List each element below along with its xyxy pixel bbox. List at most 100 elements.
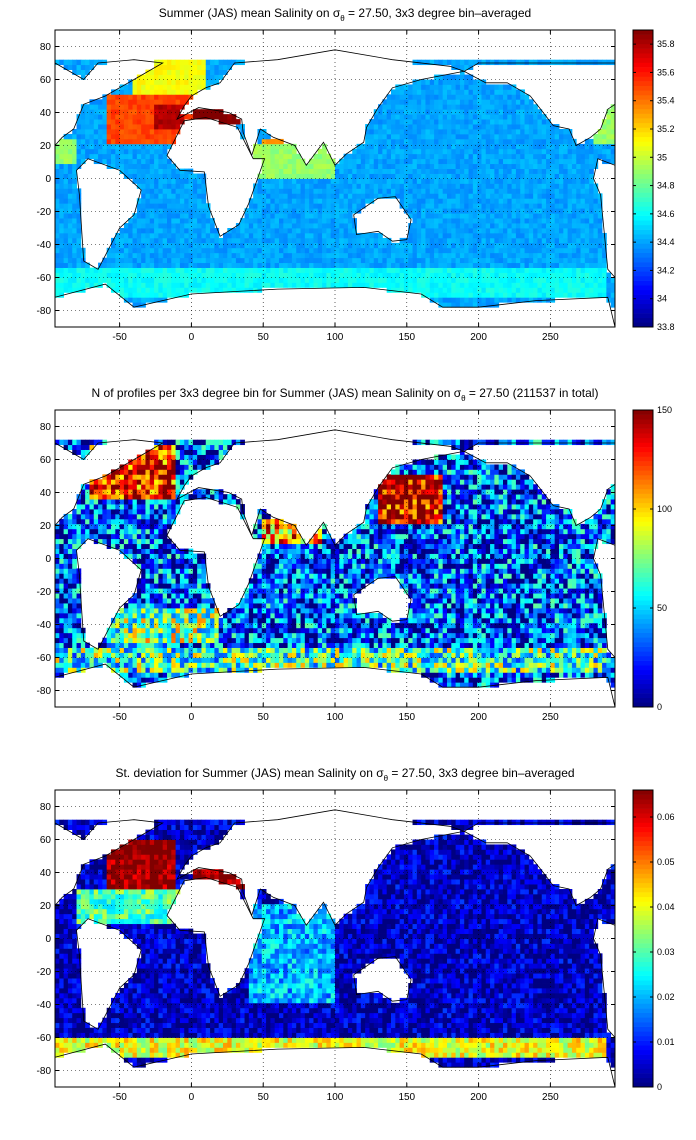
heatmap-cell [115,114,121,120]
heatmap-cell [442,232,448,239]
heatmap-cell [179,173,185,179]
heatmap-cell [576,163,581,169]
heatmap-cell [218,242,224,249]
heatmap-cell [283,252,289,259]
heatmap-cell [429,262,435,268]
heatmap-cell [347,247,353,254]
heatmap-cell [119,247,125,254]
heatmap-cell [76,252,82,259]
heatmap-cell [576,223,581,229]
heatmap-cell [438,119,444,125]
heatmap-cell [602,143,607,150]
heatmap-cell [477,158,482,165]
heatmap-cell [309,218,314,224]
heatmap-cell [98,267,103,273]
heatmap-cell [63,518,69,525]
heatmap-cell [227,287,233,293]
heatmap-cell [391,153,396,160]
heatmap-cell [593,59,599,66]
heatmap-cell [421,143,426,150]
heatmap-cell [317,272,323,278]
heatmap-cell [507,59,513,66]
heatmap-cell [171,133,177,140]
heatmap-cell [296,272,301,278]
heatmap-cell [300,277,306,283]
heatmap-cell [158,213,164,219]
heatmap-cell [158,203,164,209]
heatmap-cell [507,247,513,254]
heatmap-cell [580,218,586,224]
heatmap-cell [223,119,228,125]
heatmap-cell [330,218,336,224]
heatmap-cell [266,232,271,239]
heatmap-cell [279,158,284,165]
heatmap-cell [550,257,556,264]
heatmap-cell [119,119,125,125]
heatmap-cell [537,297,543,303]
heatmap-cell [352,208,357,214]
heatmap-cell [447,109,452,115]
heatmap-cell [76,232,82,239]
heatmap-cell [197,178,202,184]
heatmap-cell [610,153,616,160]
heatmap-cell [464,133,469,140]
heatmap-cell [399,153,405,160]
heatmap-cell [442,188,448,194]
heatmap-cell [481,208,487,214]
heatmap-cell [447,287,452,293]
heatmap-cell [421,79,426,85]
heatmap-cell [67,523,73,530]
heatmap-cell [257,208,263,214]
heatmap-cell [179,59,185,66]
heatmap-cell [80,528,86,535]
heatmap-cell [158,173,164,179]
heatmap-cell [335,282,340,288]
heatmap-cell [179,282,185,288]
heatmap-cell [93,267,99,273]
heatmap-cell [425,188,431,194]
colorbar-segment [633,39,653,45]
heatmap-cell [421,213,426,219]
heatmap-cell [162,272,168,278]
heatmap-cell [360,183,366,189]
heatmap-cell [136,138,142,145]
heatmap-cell [559,143,564,150]
colorbar-segment [633,76,653,82]
heatmap-cell [416,208,422,214]
heatmap-cell [59,277,65,283]
heatmap-cell [524,158,530,165]
heatmap-cell [59,667,65,673]
heatmap-cell [154,272,159,278]
heatmap-cell [360,257,366,264]
heatmap-cell [477,257,482,264]
heatmap-cell [59,538,65,545]
heatmap-cell [464,114,469,120]
heatmap-cell [429,99,435,105]
heatmap-cell [261,198,267,204]
heatmap-cell [223,59,228,66]
heatmap-cell [106,109,112,115]
heatmap-cell [67,563,73,569]
heatmap-cell [429,272,435,278]
heatmap-cell [162,59,168,66]
heatmap-cell [136,109,142,115]
heatmap-cell [412,158,418,165]
heatmap-cell [567,203,573,209]
heatmap-cell [416,252,422,259]
heatmap-cell [498,94,504,100]
heatmap-cell [373,262,379,268]
heatmap-cell [102,642,108,648]
heatmap-cell [563,193,569,199]
heatmap-cell [589,267,594,273]
heatmap-cell [111,627,116,634]
heatmap-cell [520,178,525,184]
heatmap-cell [55,277,60,283]
heatmap-cell [149,74,155,80]
heatmap-cell [559,223,564,229]
coastline [54,283,616,328]
heatmap-cell [498,124,504,130]
heatmap-cell [335,208,340,214]
heatmap-cell [447,94,452,100]
heatmap-cell [459,277,465,283]
heatmap-cell [184,223,189,229]
